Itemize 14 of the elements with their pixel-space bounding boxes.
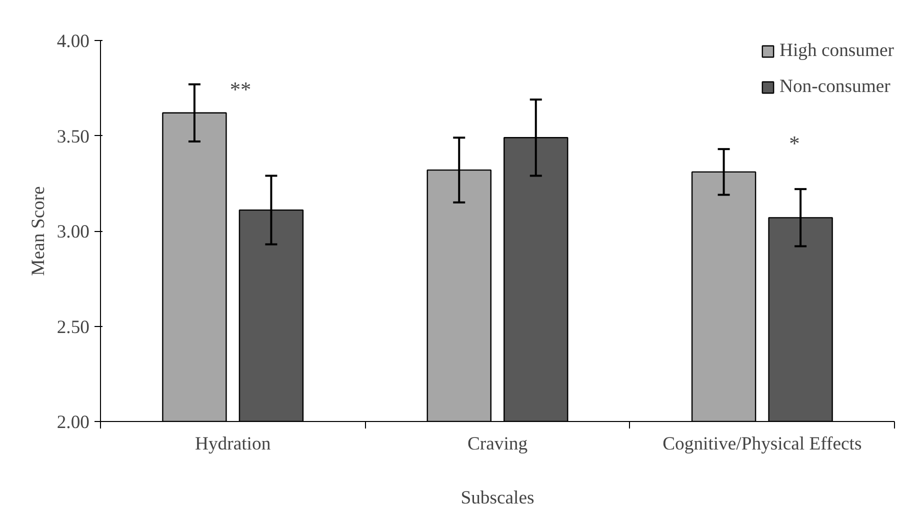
x-tick-label: Craving (467, 434, 528, 454)
annotation: * (789, 132, 800, 156)
y-tick-label: 3.00 (56, 222, 90, 242)
x-tick-label: Cognitive/Physical Effects (662, 434, 862, 454)
y-tick-label: 2.00 (56, 412, 90, 433)
y-tick-label: 4.00 (56, 31, 90, 52)
legend-label: High consumer (779, 40, 894, 62)
y-axis-title: Mean Score (28, 186, 49, 276)
y-tick-label: 3.50 (56, 126, 90, 148)
legend-label: Non-consumer (779, 76, 890, 98)
x-tick-label: Hydration (195, 434, 272, 454)
x-axis-title: Subscales (460, 488, 534, 508)
annotation: ** (230, 78, 252, 102)
y-tick-label: 2.50 (56, 316, 90, 338)
